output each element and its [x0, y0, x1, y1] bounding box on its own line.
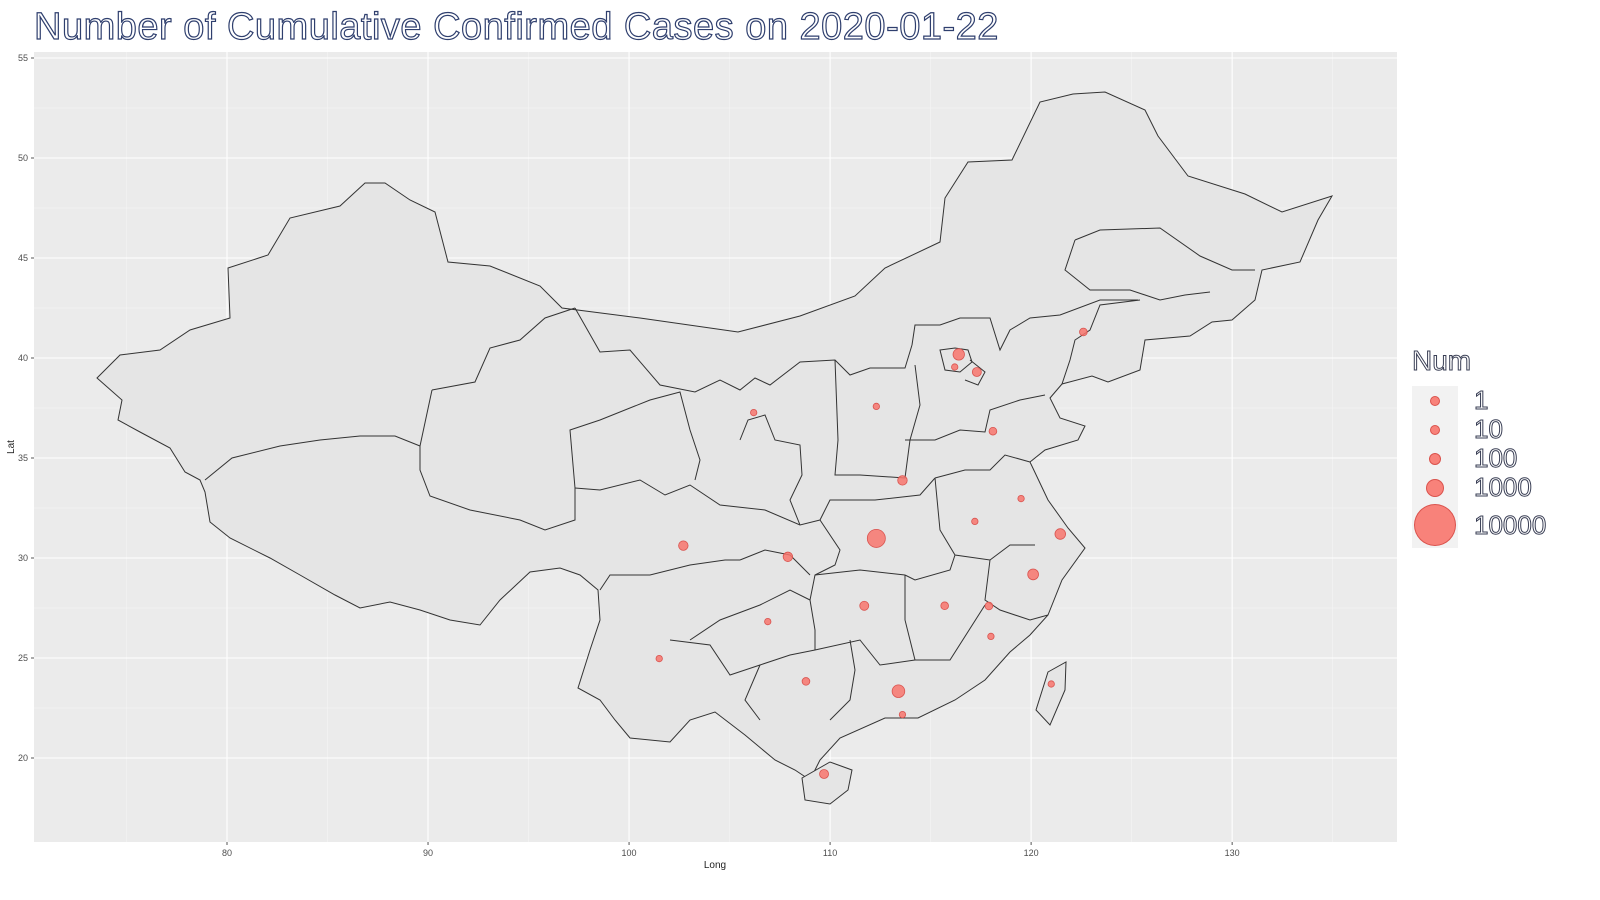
legend-key — [1412, 386, 1458, 415]
legend-label: 10 — [1474, 414, 1504, 444]
legend-key — [1412, 473, 1458, 502]
legend-title: Num — [1412, 345, 1472, 377]
legend-key — [1412, 444, 1458, 473]
legend-entry: 1 — [1408, 385, 1598, 415]
case-point — [678, 540, 689, 551]
legend-label: 100 — [1473, 443, 1518, 473]
case-point — [1027, 568, 1039, 581]
y-tick-label: 50 — [18, 153, 28, 163]
y-tick-label: 35 — [18, 453, 28, 463]
case-point — [951, 363, 959, 371]
case-points — [655, 327, 1088, 779]
legend-label: 1 — [1473, 385, 1489, 415]
province-borders — [204, 227, 1255, 721]
x-axis-title: Long — [704, 860, 726, 871]
case-point — [971, 367, 982, 377]
case-point — [655, 654, 663, 663]
x-tick-label: 90 — [423, 848, 433, 858]
case-point — [859, 600, 870, 611]
x-tick-label: 100 — [622, 848, 637, 858]
case-point — [891, 684, 906, 698]
legend-label: 1000 — [1474, 472, 1533, 502]
chart-title: Number of Cumulative Confirmed Cases on … — [33, 5, 999, 48]
legend-key — [1412, 502, 1458, 548]
china-map — [96, 91, 1334, 805]
case-point — [898, 710, 907, 719]
y-tick-label: 25 — [18, 653, 28, 663]
case-point — [971, 517, 979, 526]
case-point — [782, 551, 794, 562]
x-tick-label: 130 — [1225, 848, 1240, 858]
hainan-outline — [801, 761, 853, 805]
case-point — [987, 632, 995, 641]
legend-entries: 1 10 100 1000 10000 — [1408, 385, 1598, 548]
case-point — [750, 408, 758, 417]
case-point — [940, 601, 949, 611]
y-tick-label: 45 — [18, 253, 28, 263]
legend-key — [1412, 415, 1458, 444]
legend-symbol — [1430, 395, 1440, 406]
y-tick-label: 20 — [18, 753, 28, 763]
x-tick-label: 110 — [823, 848, 837, 858]
y-tick-label: 40 — [18, 353, 28, 363]
case-point — [952, 348, 965, 361]
legend-entry: 10 — [1408, 414, 1598, 444]
x-tick-label: 80 — [222, 848, 232, 858]
case-point — [1054, 528, 1066, 540]
y-tick-label: 30 — [18, 553, 28, 563]
legend-symbol — [1429, 452, 1441, 465]
case-point — [1079, 327, 1088, 337]
case-point — [866, 528, 886, 548]
case-point — [984, 601, 994, 611]
case-point — [801, 677, 811, 686]
country-outline — [96, 91, 1334, 781]
legend-symbol — [1426, 478, 1444, 497]
legend-label: 10000 — [1473, 510, 1547, 541]
case-point — [1017, 494, 1025, 503]
x-tick-label: 120 — [1024, 848, 1039, 858]
case-point — [897, 475, 908, 486]
case-point — [764, 617, 772, 626]
legend-symbol — [1414, 504, 1456, 546]
legend: Num 1 10 100 1000 10000 — [1408, 344, 1598, 548]
legend-entry: 100 — [1408, 443, 1598, 473]
legend-entry: 10000 — [1408, 502, 1598, 548]
legend-symbol — [1430, 424, 1440, 435]
axes: 80 90 100 110 120 130 20 25 30 35 40 45 50 55 — [18, 53, 1240, 858]
y-axis-title: Lat — [6, 440, 17, 454]
legend-entry: 1000 — [1408, 472, 1598, 502]
case-point — [988, 426, 998, 436]
y-tick-label: 55 — [18, 53, 28, 63]
case-point — [819, 769, 829, 779]
taiwan-outline — [1035, 661, 1067, 726]
case-point — [872, 402, 880, 410]
case-point — [1047, 680, 1055, 688]
